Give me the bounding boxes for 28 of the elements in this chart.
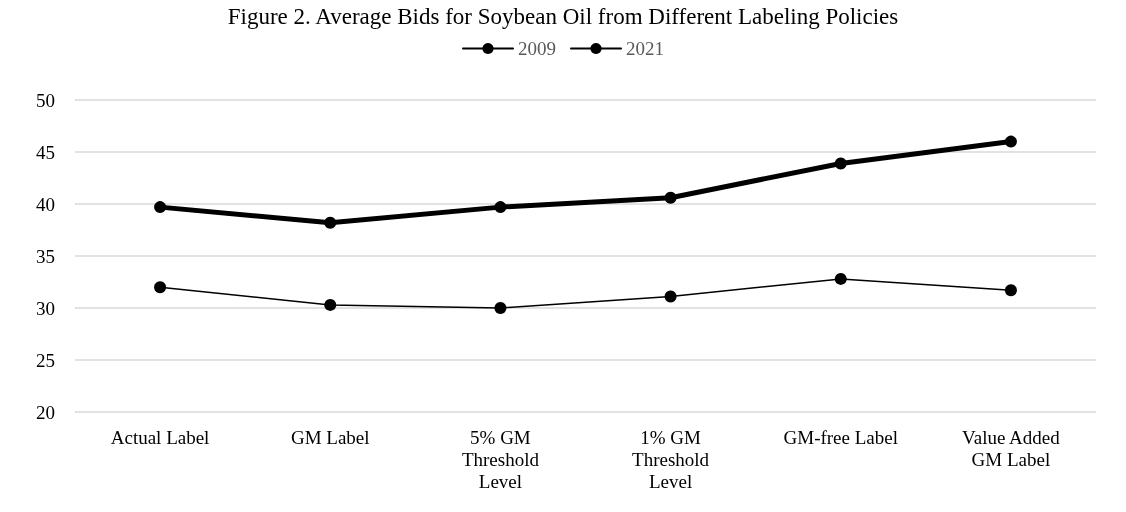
point: [834, 157, 847, 170]
point: [324, 216, 337, 229]
y-tick-label: 45: [36, 141, 55, 163]
chart-title: Figure 2. Average Bids for Soybean Oil from Different Labeling Policies: [227, 4, 899, 29]
point: [154, 201, 167, 214]
point: [494, 201, 507, 214]
point: [1004, 135, 1017, 148]
x-tick-label: 5% GM Threshold Level: [461, 426, 540, 492]
point: [324, 298, 337, 311]
x-tick-label: GM Label: [290, 426, 370, 448]
point: [154, 281, 167, 294]
x-tick-label: Actual Label: [110, 426, 210, 448]
legend-label: 2009: [518, 38, 556, 59]
x-tick-label: GM-free Label: [783, 426, 898, 448]
y-tick-label: 35: [36, 245, 55, 267]
x-tick-label: 1% GM Threshold Level: [632, 426, 710, 492]
point: [834, 272, 847, 285]
y-tick-label: 25: [36, 349, 55, 371]
point: [494, 302, 507, 314]
y-tick-label: 20: [36, 401, 55, 423]
point: [664, 290, 677, 303]
legend-label: 2021: [626, 38, 664, 59]
y-tick-label: 40: [36, 193, 55, 215]
y-tick-label: 30: [36, 297, 55, 319]
point: [664, 191, 677, 204]
y-tick-label: 50: [36, 89, 55, 111]
point: [1004, 284, 1017, 297]
x-tick-label: Value Added GM Label: [962, 426, 1061, 470]
